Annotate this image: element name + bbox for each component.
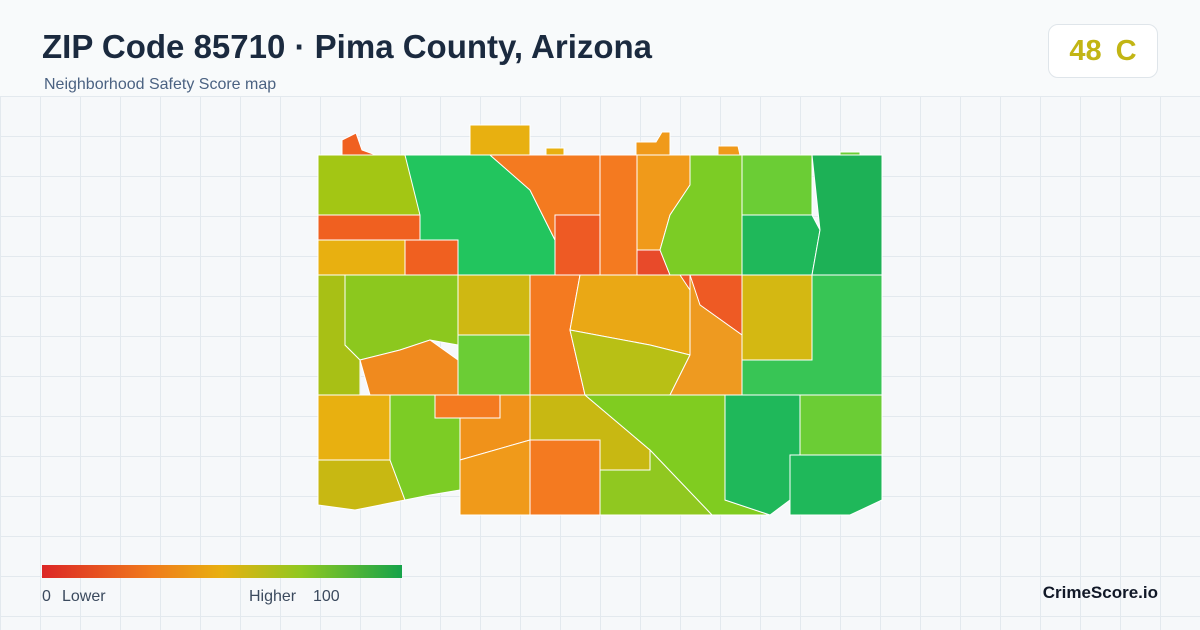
zip-areas	[317, 124, 883, 516]
legend-min-label: Lower	[62, 588, 106, 605]
score-box: 48 C	[1048, 24, 1158, 78]
legend-gradient	[42, 565, 402, 578]
score-value: 48	[1069, 34, 1102, 67]
title: ZIP Code 85710 · Pima County, Arizona	[42, 28, 653, 65]
legend-min: 0	[42, 588, 51, 605]
score-grade: C	[1115, 34, 1137, 67]
legend-max-label: Higher	[249, 588, 297, 605]
legend-max: 100	[313, 588, 340, 605]
brand: CrimeScore.io	[1042, 583, 1158, 602]
header	[0, 0, 1200, 96]
subtitle: Neighborhood Safety Score map	[44, 76, 277, 93]
